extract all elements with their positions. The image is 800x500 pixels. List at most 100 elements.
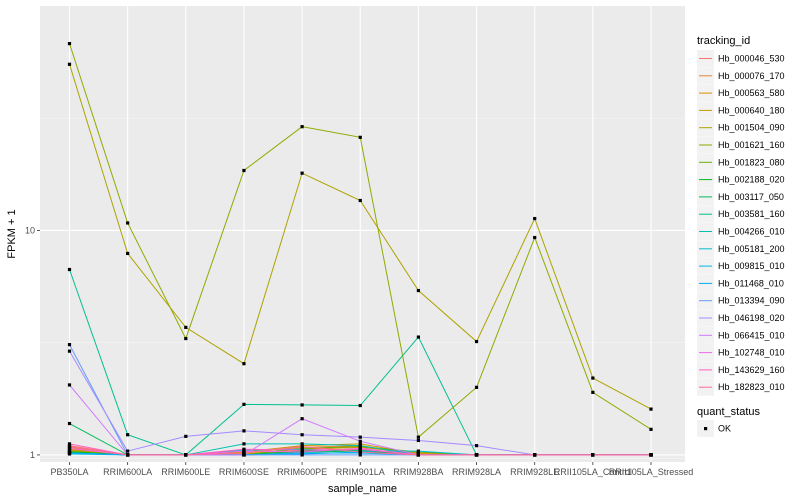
- x-tick-label: RRII105LA_Stressed: [609, 467, 694, 477]
- data-point: [300, 125, 304, 129]
- data-point: [474, 339, 479, 344]
- data-point: [67, 446, 72, 450]
- data-point: [358, 439, 362, 443]
- x-tick-label: PB350LA: [50, 467, 88, 477]
- data-point: [300, 403, 304, 407]
- legend-title-tracking-id: tracking_id: [697, 35, 750, 47]
- data-point: [126, 251, 130, 256]
- grid-lines: [40, 6, 685, 462]
- data-point: [67, 442, 72, 446]
- data-point: [300, 444, 304, 449]
- data-point: [300, 433, 304, 437]
- data-point: [184, 453, 188, 457]
- data-point: [591, 453, 595, 457]
- data-point: [67, 343, 72, 347]
- legend-label: Hb_102748_010: [718, 348, 785, 358]
- legend-label: Hb_005181_200: [718, 244, 785, 254]
- data-points: [67, 41, 653, 457]
- legend-label: Hb_004266_010: [718, 227, 785, 237]
- data-point: [416, 288, 420, 293]
- data-point: [649, 453, 653, 457]
- x-tick-label: RRIM928BA: [393, 467, 443, 477]
- data-point: [67, 444, 72, 449]
- y-tick-label: 10: [25, 225, 35, 235]
- data-point: [533, 453, 537, 457]
- x-tick-label: RRIM928LE: [510, 467, 559, 477]
- legend-label: Hb_013394_090: [718, 296, 785, 306]
- data-point: [126, 221, 130, 225]
- data-point: [67, 62, 72, 66]
- data-point: [300, 450, 304, 454]
- legend-label: Hb_002188_020: [718, 175, 785, 185]
- data-point: [184, 434, 188, 438]
- x-tick-label: RRII105LA_Control: [554, 467, 632, 477]
- data-point: [242, 362, 246, 366]
- x-tick-label: RRIM901LA: [336, 467, 385, 477]
- data-point: [416, 435, 420, 439]
- y-tick-label: 1: [30, 450, 35, 460]
- data-point: [300, 171, 304, 175]
- data-point: [126, 449, 130, 453]
- data-point: [300, 417, 304, 421]
- data-point: [358, 450, 362, 454]
- data-point: [242, 449, 246, 453]
- data-point: [300, 442, 304, 446]
- legend-key-point: [704, 427, 708, 431]
- data-point: [649, 407, 653, 411]
- legend: tracking_id Hb_000046_530Hb_000076_170Hb…: [697, 35, 785, 437]
- data-point: [474, 444, 479, 448]
- legend-label: Hb_000640_180: [718, 105, 785, 115]
- data-point: [474, 453, 479, 457]
- legend-label: Hb_066415_010: [718, 330, 785, 340]
- data-point: [416, 438, 420, 443]
- legend-label: Hb_182823_010: [718, 382, 785, 392]
- data-point: [67, 267, 72, 272]
- data-point: [126, 433, 130, 437]
- data-point: [67, 41, 72, 46]
- legend-label: Hb_001823_080: [718, 157, 785, 167]
- data-point: [358, 403, 362, 408]
- data-point: [358, 435, 362, 439]
- data-point: [242, 442, 246, 446]
- data-point: [649, 427, 653, 431]
- data-point: [67, 451, 72, 455]
- data-point: [242, 402, 246, 406]
- data-point: [358, 442, 362, 446]
- data-point: [416, 335, 420, 339]
- plot-panel: [40, 6, 685, 462]
- data-point: [126, 453, 130, 457]
- legend-label: Hb_001621_160: [718, 140, 785, 150]
- legend-color-items: Hb_000046_530 Hb_000076_170 Hb_000563_580 H…: [697, 50, 785, 396]
- data-point: [474, 385, 479, 389]
- data-point: [591, 390, 595, 394]
- data-point: [591, 376, 595, 380]
- legend-label: Hb_003117_050: [718, 192, 784, 202]
- legend-title-quant-status: quant_status: [697, 406, 760, 418]
- data-point: [67, 421, 72, 426]
- data-point: [533, 216, 537, 221]
- data-point: [416, 453, 420, 457]
- data-point: [67, 383, 72, 387]
- legend-label: Hb_001504_090: [718, 123, 785, 133]
- data-point: [358, 198, 362, 203]
- legend-label: Hb_000563_580: [718, 88, 785, 98]
- legend-label: Hb_011468_010: [718, 278, 784, 288]
- data-point: [242, 451, 246, 455]
- data-point: [242, 453, 246, 457]
- data-point: [300, 448, 304, 452]
- data-point: [242, 168, 246, 173]
- legend-label: OK: [718, 424, 731, 434]
- legend-label: Hb_143629_160: [718, 365, 785, 375]
- data-point: [242, 447, 246, 451]
- x-tick-label: RRIM600LA: [103, 467, 152, 477]
- legend-label: Hb_000076_170: [718, 71, 785, 81]
- legend-label: Hb_009815_010: [718, 261, 785, 271]
- x-tick-label: RRIM928LA: [452, 467, 501, 477]
- x-axis: PB350LA RRIM600LA RRIM600LE RRIM600SE RRIM60…: [50, 462, 693, 477]
- data-point: [67, 349, 72, 353]
- data-point: [242, 429, 246, 433]
- legend-label: Hb_000046_530: [718, 54, 785, 64]
- data-point: [358, 447, 362, 451]
- legend-label: Hb_046198_020: [718, 313, 785, 323]
